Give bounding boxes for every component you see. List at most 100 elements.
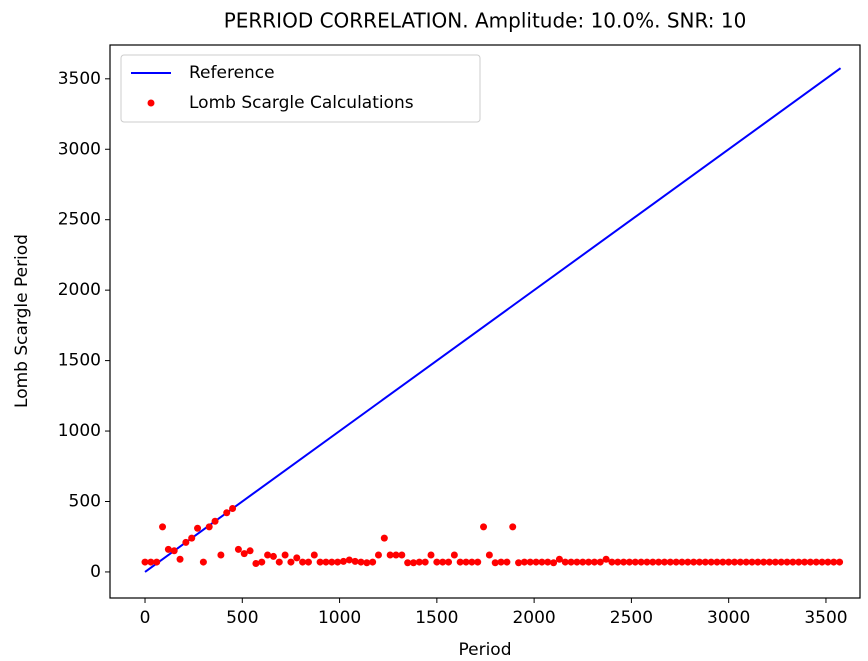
scatter-point: [567, 558, 575, 566]
scatter-point: [736, 558, 744, 566]
legend-marker: [147, 99, 155, 107]
y-tick-label: 500: [69, 491, 101, 511]
scatter-point: [836, 558, 844, 566]
scatter-point: [614, 558, 622, 566]
scatter-point: [707, 558, 715, 566]
scatter-point: [229, 505, 237, 513]
scatter-point: [678, 558, 686, 566]
scatter-point: [550, 559, 558, 567]
scatter-point: [392, 551, 400, 559]
scatter-point: [246, 547, 254, 555]
x-axis-label: Period: [458, 640, 511, 660]
scatter-point: [812, 558, 820, 566]
scatter-point: [170, 547, 178, 555]
scatter-point: [631, 558, 639, 566]
x-tick-label: 1500: [415, 608, 458, 628]
y-tick-label: 3000: [58, 139, 101, 159]
scatter-point: [649, 558, 657, 566]
scatter-point: [526, 558, 534, 566]
scatter-point: [264, 551, 272, 559]
scatter-point: [380, 534, 388, 542]
scatter-point: [509, 523, 517, 531]
scatter-point: [561, 558, 569, 566]
scatter-point: [269, 552, 277, 560]
scatter-point: [176, 555, 184, 563]
scatter-point: [585, 558, 593, 566]
scatter-point: [731, 558, 739, 566]
scatter-point: [485, 551, 493, 559]
scatter-point: [427, 551, 435, 559]
scatter-point: [194, 524, 202, 532]
scatter-point: [806, 558, 814, 566]
scatter-point: [310, 551, 318, 559]
scatter-point: [620, 558, 628, 566]
scatter-point: [474, 558, 482, 566]
scatter-point: [445, 558, 453, 566]
scatter-point: [287, 558, 295, 566]
scatter-point: [299, 558, 307, 566]
scatter-point: [801, 558, 809, 566]
scatter-point: [660, 558, 668, 566]
scatter-point: [211, 517, 219, 525]
scatter-point: [415, 558, 423, 566]
scatter-point: [328, 558, 336, 566]
axes-frame: [109, 44, 861, 599]
scatter-point: [450, 551, 458, 559]
y-tick-label: 1000: [58, 421, 101, 441]
scatter-point: [643, 558, 651, 566]
scatter-point: [590, 558, 598, 566]
scatter-point: [410, 559, 418, 567]
x-tick-label: 3000: [707, 608, 750, 628]
scatter-point: [153, 558, 161, 566]
scatter-point: [690, 558, 698, 566]
scatter-point: [141, 558, 149, 566]
scatter-point: [555, 555, 563, 563]
legend-label: Reference: [189, 63, 275, 83]
scatter-point: [439, 558, 447, 566]
scatter-point: [240, 550, 248, 558]
scatter-point: [159, 523, 167, 531]
scatter-point: [760, 558, 768, 566]
scatter-point: [351, 557, 359, 565]
scatter-point: [754, 558, 762, 566]
scatter-point: [369, 558, 377, 566]
scatter-point: [684, 558, 692, 566]
scatter-point: [468, 558, 476, 566]
x-tick-label: 3500: [804, 608, 847, 628]
scatter-point: [386, 551, 394, 559]
scatter-point: [223, 509, 231, 517]
scatter-point: [503, 558, 511, 566]
legend-box: [120, 54, 481, 123]
scatter-point: [199, 558, 207, 566]
scatter-point: [602, 555, 610, 563]
scatter-point: [515, 559, 523, 567]
scatter-point: [637, 558, 645, 566]
scatter-point: [608, 558, 616, 566]
scatter-point: [491, 559, 499, 567]
scatter-point: [766, 558, 774, 566]
scatter-point: [777, 558, 785, 566]
scatter-point: [258, 558, 266, 566]
scatter-point: [771, 558, 779, 566]
scatter-point: [655, 558, 663, 566]
scatter-point: [480, 523, 488, 531]
y-tick-label: 2500: [58, 210, 101, 230]
scatter-point: [748, 558, 756, 566]
x-tick-label: 1000: [318, 608, 361, 628]
scatter-point: [421, 558, 429, 566]
scatter-point: [783, 558, 791, 566]
scatter-point: [293, 554, 301, 562]
scatter-point: [701, 558, 709, 566]
scatter-point: [147, 558, 155, 566]
scatter-point: [456, 558, 464, 566]
y-tick-label: 0: [90, 562, 101, 582]
scatter-point: [789, 558, 797, 566]
scatter-point: [725, 558, 733, 566]
scatter-point: [520, 558, 528, 566]
reference-line: [144, 67, 842, 573]
scatter-point: [672, 558, 680, 566]
scatter-point: [433, 558, 441, 566]
scatter-point: [398, 551, 406, 559]
y-tick-label: 2000: [58, 280, 101, 300]
scatter-point: [830, 558, 838, 566]
